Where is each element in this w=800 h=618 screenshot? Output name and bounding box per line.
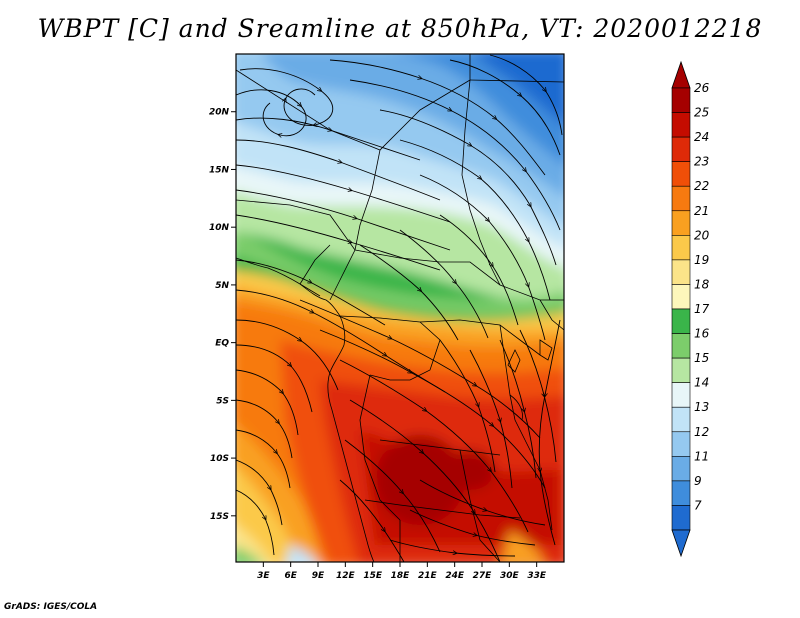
colorbar-swatch bbox=[671, 456, 691, 482]
country-borders bbox=[236, 54, 564, 562]
colorbar-swatch bbox=[671, 505, 691, 531]
colorbar-label: 13 bbox=[694, 400, 709, 414]
colorbar-label: 16 bbox=[694, 327, 710, 341]
colorbar-label: 7 bbox=[694, 498, 702, 512]
y-tick-label: 5N bbox=[215, 281, 229, 291]
colorbar-label: 20 bbox=[694, 228, 710, 242]
colorbar-label: 25 bbox=[694, 106, 709, 120]
x-tick-label: 21E bbox=[418, 571, 438, 581]
x-tick-label: 12E bbox=[336, 571, 356, 581]
colorbar-swatch bbox=[671, 235, 691, 261]
colorbar-max-arrow bbox=[671, 60, 691, 89]
wbpt-field bbox=[236, 54, 564, 562]
y-tick-label: 15S bbox=[210, 512, 229, 522]
y-tick-label: EQ bbox=[215, 339, 229, 349]
y-tick-label: 15N bbox=[209, 165, 230, 175]
colorbar-swatch bbox=[671, 161, 691, 187]
colorbar-label: 26 bbox=[694, 81, 710, 95]
y-tick-label: 5S bbox=[216, 396, 229, 406]
colorbar-swatch bbox=[671, 284, 691, 310]
colorbar-swatch bbox=[671, 480, 691, 506]
x-tick-label: 27E bbox=[473, 571, 493, 581]
colorbar-swatch bbox=[671, 185, 691, 212]
colorbar-label: 18 bbox=[694, 277, 710, 291]
x-tick-label: 3E bbox=[257, 571, 270, 581]
y-tick-label: 20N bbox=[209, 108, 230, 118]
x-axis: 3E 6E 9E 12E 15E 18E 21E 24E 27E 30E 33E bbox=[257, 562, 547, 581]
colorbar-label: 15 bbox=[694, 351, 709, 365]
colorbar-label: 12 bbox=[694, 425, 709, 439]
colorbar-swatch bbox=[671, 431, 691, 457]
x-tick-label: 15E bbox=[363, 571, 383, 581]
colorbar-swatch bbox=[671, 406, 691, 433]
x-tick-label: 30E bbox=[500, 571, 520, 581]
colorbar-swatch bbox=[671, 87, 691, 113]
colorbar-swatch bbox=[671, 357, 691, 383]
colorbar-label: 22 bbox=[694, 179, 709, 193]
colorbar-label: 17 bbox=[694, 302, 710, 316]
colorbar-label: 19 bbox=[694, 253, 709, 267]
colorbar-swatch bbox=[671, 259, 691, 285]
colorbar-label: 23 bbox=[694, 155, 709, 169]
x-tick-label: 18E bbox=[391, 571, 411, 581]
colorbar-min-arrow bbox=[671, 529, 691, 558]
colorbar-swatch bbox=[671, 112, 691, 138]
colorbar-swatch bbox=[671, 308, 691, 334]
colorbar: 26 25 24 23 22 21 20 19 18 17 16 15 14 13 12 11 9 7 bbox=[671, 60, 710, 558]
colorbar-swatch bbox=[671, 136, 691, 162]
colorbar-swatch bbox=[671, 210, 691, 236]
colorbar-label: 9 bbox=[694, 474, 702, 488]
colorbar-swatch bbox=[671, 382, 691, 408]
colorbar-label: 14 bbox=[694, 376, 709, 390]
x-tick-label: 33E bbox=[527, 571, 547, 581]
colorbar-swatch bbox=[671, 333, 691, 359]
colorbar-label: 11 bbox=[694, 449, 709, 463]
x-tick-label: 9E bbox=[312, 571, 325, 581]
colorbar-label: 21 bbox=[694, 204, 709, 218]
footer-credit: GrADS: IGES/COLA bbox=[4, 602, 98, 612]
y-axis: 20N 15N 10N 5N EQ 5S 10S 15S bbox=[209, 108, 236, 522]
x-tick-label: 6E bbox=[284, 571, 297, 581]
y-tick-label: 10N bbox=[209, 223, 230, 233]
x-tick-label: 24E bbox=[445, 571, 465, 581]
y-tick-label: 10S bbox=[210, 454, 229, 464]
chart-title: WBPT [C] and Sreamline at 850hPa, VT: 20… bbox=[37, 14, 763, 43]
colorbar-label: 24 bbox=[694, 130, 709, 144]
